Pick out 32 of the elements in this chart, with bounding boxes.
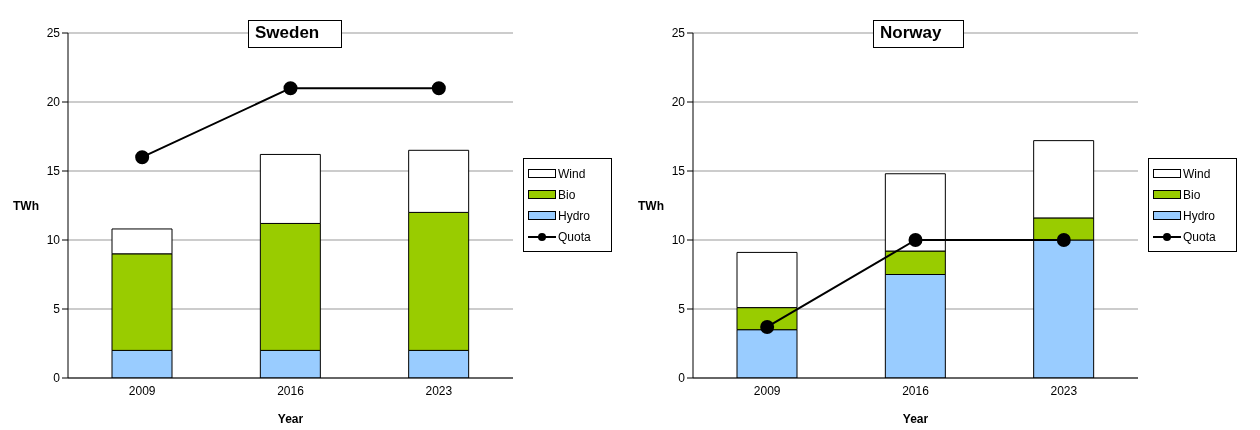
legend-label: Quota bbox=[558, 229, 591, 244]
y-axis-title: TWh bbox=[638, 198, 664, 213]
y-tick-label: 10 bbox=[46, 233, 61, 248]
x-tick-label: 2016 bbox=[277, 383, 305, 398]
y-tick-label: 10 bbox=[671, 233, 686, 248]
x-tick-label: 2023 bbox=[1050, 383, 1078, 398]
legend-label: Hydro bbox=[1183, 208, 1216, 223]
legend-label: Hydro bbox=[558, 208, 591, 223]
y-tick-label: 5 bbox=[678, 302, 686, 317]
chart-title: Norway bbox=[873, 20, 965, 48]
legend-label: Quota bbox=[1183, 229, 1216, 244]
x-tick-label: 2023 bbox=[425, 383, 453, 398]
x-axis-title: Year bbox=[902, 412, 929, 426]
x-tick-label: 2016 bbox=[902, 383, 930, 398]
y-tick-label: 0 bbox=[53, 371, 61, 386]
legend-label: Bio bbox=[558, 187, 576, 202]
x-axis-title: Year bbox=[277, 412, 304, 426]
y-tick-label: 0 bbox=[678, 371, 686, 386]
chart-title: Sweden bbox=[248, 20, 343, 48]
y-tick-label: 20 bbox=[671, 95, 686, 110]
x-tick-label: 2009 bbox=[753, 383, 781, 398]
y-tick-label: 5 bbox=[53, 302, 61, 317]
y-tick-label: 25 bbox=[46, 26, 61, 41]
y-axis-title: TWh bbox=[13, 198, 39, 213]
y-tick-label: 15 bbox=[671, 164, 686, 179]
legend-label: Wind bbox=[558, 166, 586, 181]
y-tick-label: 25 bbox=[671, 26, 686, 41]
legend-label: Wind bbox=[1183, 166, 1211, 181]
y-tick-label: 20 bbox=[46, 95, 61, 110]
x-tick-label: 2009 bbox=[128, 383, 156, 398]
legend-label: Bio bbox=[1183, 187, 1201, 202]
y-tick-label: 15 bbox=[46, 164, 61, 179]
